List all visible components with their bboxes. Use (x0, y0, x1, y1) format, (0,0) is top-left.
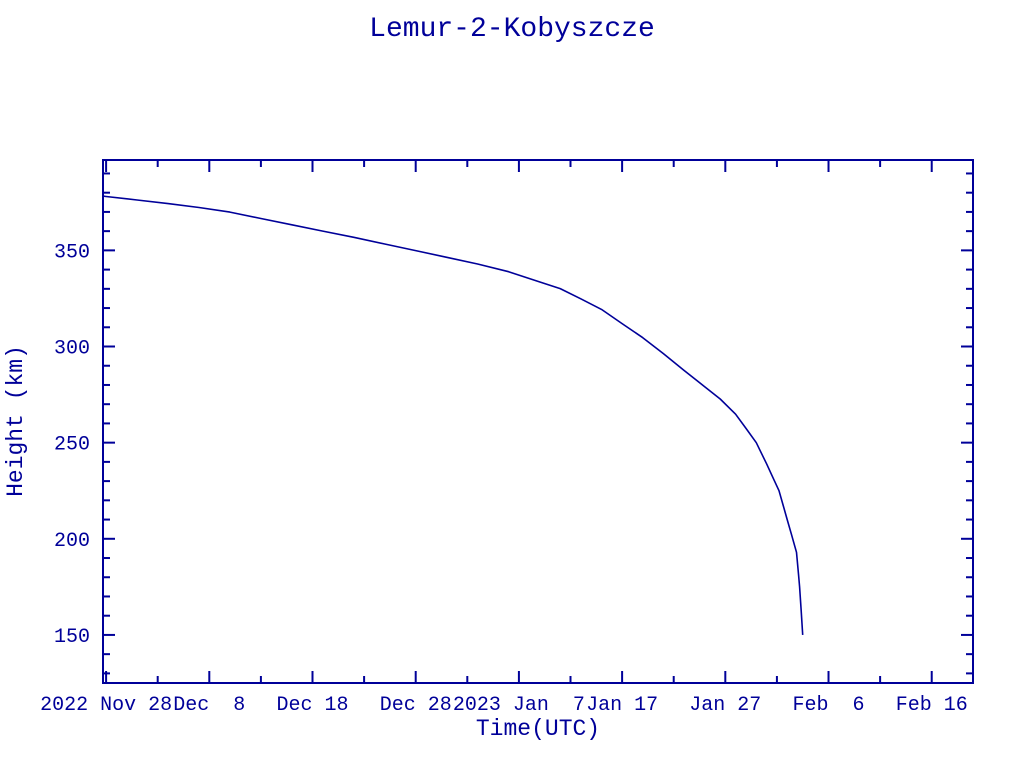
y-tick-label: 150 (54, 626, 90, 649)
x-tick-label: Feb 6 (793, 694, 865, 717)
x-tick-label: Jan 17 (586, 694, 658, 717)
y-axis-label: Height (km) (3, 345, 29, 497)
x-tick-label: Dec 8 (173, 694, 245, 717)
y-tick-label: 350 (54, 241, 90, 264)
plot-frame (102, 159, 974, 684)
height-decay-curve (102, 195, 804, 635)
y-tick-label: 250 (54, 434, 90, 457)
x-tick-label: Jan 27 (689, 694, 761, 717)
x-tick-label: Dec 28 (380, 694, 452, 717)
x-tick-label: Feb 16 (896, 694, 968, 717)
x-axis-label: Time(UTC) (475, 716, 601, 742)
y-tick-label: 300 (54, 338, 90, 361)
x-tick-label: 2022 Nov 28 (40, 694, 172, 717)
x-tick-label: 2023 Jan 7 (453, 694, 585, 717)
x-tick-label: Dec 18 (276, 694, 348, 717)
chart-title: Lemur-2-Kobyszcze (369, 14, 655, 45)
y-tick-label: 200 (54, 530, 90, 553)
